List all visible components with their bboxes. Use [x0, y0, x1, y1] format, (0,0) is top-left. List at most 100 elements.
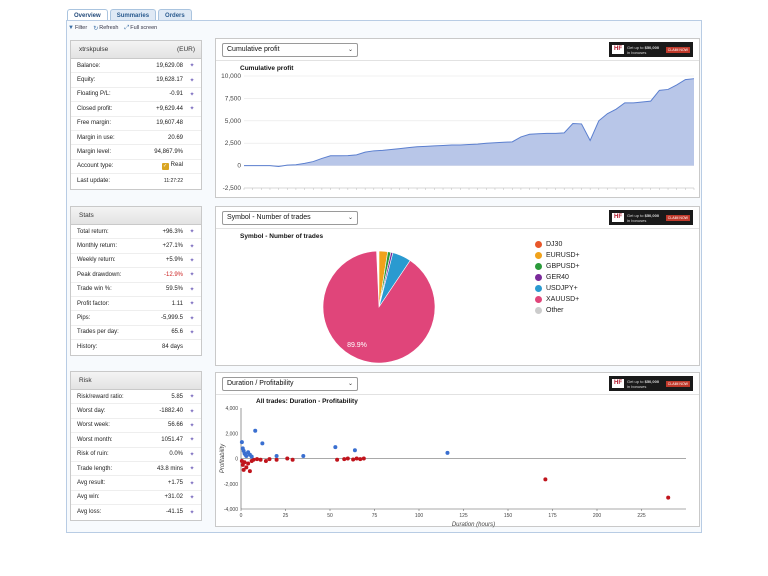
account-currency: (EUR) [176, 46, 195, 53]
y-tick-label: 2,000 [225, 431, 238, 437]
loss-point [543, 477, 548, 482]
loss-point [251, 457, 256, 462]
loss-point [242, 460, 247, 465]
symbol-chart-panel: Symbol - Number of trades ⌄ HF Get up to… [215, 206, 700, 366]
chart-type-select[interactable]: Cumulative profit ⌄ [222, 42, 358, 57]
legend-dot [535, 285, 542, 292]
account-row-margin-use: Margin in use: 20.69 [71, 131, 201, 146]
stats-row: Peak drawdown: -12.9% ✦ [71, 268, 201, 283]
chart-link-icon[interactable]: ✦ [189, 466, 195, 473]
stats-row: Profit factor: 1.11 ✦ [71, 297, 201, 312]
chart-link-icon[interactable]: ✦ [189, 315, 195, 322]
win-point [445, 450, 450, 455]
chart-link-icon[interactable]: ✦ [189, 494, 195, 501]
chart-link-icon[interactable]: ✦ [189, 243, 195, 250]
y-tick-label: 0 [235, 457, 238, 463]
pie-legend: DJ30 EURUSD+ GBPUSD+ GER40 USDJPY+ XAUUSD+ Oth… [535, 240, 580, 315]
win-point [274, 453, 279, 458]
y-tick-label: 10,000 [221, 73, 241, 80]
chart-link-icon[interactable]: ✦ [189, 422, 195, 429]
legend-item[interactable]: EURUSD+ [535, 251, 580, 260]
legend-item[interactable]: Other [535, 306, 580, 315]
account-row-floating: Floating P/L: -0.91 ✦ [71, 88, 201, 103]
toolbar: ▼ Filter ↻ Refresh ⤢ Full screen [68, 22, 157, 34]
stats-header: Stats [71, 207, 201, 225]
tab-orders[interactable]: Orders [158, 9, 192, 21]
stats-panel: Stats Total return: +96.3% ✦ Monthly retur… [70, 206, 202, 356]
chart-link-icon[interactable]: ✦ [189, 301, 195, 308]
risk-row: Worst day: -1882.40 ✦ [71, 404, 201, 419]
legend-item[interactable]: GBPUSD+ [535, 262, 580, 271]
chart-link-icon[interactable]: ✦ [189, 257, 195, 264]
ad-banner[interactable]: HF Get up to $50,000 in bonuses CLAIM NOW [609, 210, 693, 225]
chart-link-icon[interactable]: ✦ [189, 63, 195, 70]
chart-link-icon[interactable]: ✦ [189, 77, 195, 84]
loss-point [335, 457, 340, 462]
y-tick-label: -4,000 [224, 507, 238, 513]
legend-item[interactable]: USDJPY+ [535, 284, 580, 293]
account-row-update: Last update: 11:27:22 [77, 178, 183, 185]
loss-point [342, 457, 347, 462]
y-tick-label: 5,000 [225, 118, 242, 125]
stats-row: Pips: -5,999.5 ✦ [71, 311, 201, 326]
account-row-type: Account type: ✓ Real [71, 160, 201, 175]
loss-point [263, 459, 268, 464]
chart-type-select[interactable]: Symbol - Number of trades ⌄ [222, 210, 358, 225]
risk-row: Risk/reward ratio: 5.85 ✦ [71, 390, 201, 405]
chart-link-icon[interactable]: ✦ [189, 91, 195, 98]
x-tick-label: 0 [240, 513, 243, 519]
chart-link-icon[interactable]: ✦ [189, 329, 195, 336]
chart-link-icon[interactable]: ✦ [189, 451, 195, 458]
x-tick-label: 25 [283, 513, 289, 519]
chart-type-select[interactable]: Duration / Profitability ⌄ [222, 376, 358, 391]
loss-point [354, 456, 359, 461]
chart-title: Cumulative profit [240, 65, 294, 72]
chart-link-icon[interactable]: ✦ [189, 106, 195, 113]
legend-item[interactable]: XAUUSD+ [535, 295, 580, 304]
legend-item[interactable]: GER40 [535, 273, 580, 282]
pie-chart: 89.9% [322, 250, 436, 364]
chart-link-icon[interactable]: ✦ [189, 480, 195, 487]
chart-link-icon[interactable]: ✦ [189, 272, 195, 279]
loss-point [241, 467, 246, 472]
filter-button[interactable]: ▼ Filter [68, 25, 88, 31]
chart-link-icon[interactable]: ✦ [189, 509, 195, 516]
ad-banner[interactable]: HF Get up to $50,000 in bonuses CLAIM NOW [609, 376, 693, 391]
x-tick-label: 100 [415, 513, 424, 519]
account-header: xtrskpulse (EUR) [71, 41, 201, 59]
y-tick-label: 7,500 [225, 95, 242, 102]
loss-point [274, 457, 279, 462]
chart-header: Symbol - Number of trades ⌄ HF Get up to… [216, 207, 699, 229]
legend-item[interactable]: DJ30 [535, 240, 580, 249]
tab-overview[interactable]: Overview [67, 9, 108, 21]
legend-dot [535, 241, 542, 248]
cumulative-chart-panel: Cumulative profit ⌄ HF Get up to $50,000… [215, 38, 700, 198]
stats-row: Trades per day: 65.6 ✦ [71, 326, 201, 341]
refresh-button[interactable]: ↻ Refresh [93, 25, 119, 32]
ad-banner[interactable]: HF Get up to $50,000 in bonuses CLAIM NOW [609, 42, 693, 57]
chart-header: Cumulative profit ⌄ HF Get up to $50,000… [216, 39, 699, 61]
chart-link-icon[interactable]: ✦ [189, 408, 195, 415]
risk-row: Avg result: +1.75 ✦ [71, 476, 201, 491]
chart-link-icon[interactable]: ✦ [189, 286, 195, 293]
win-point [253, 428, 258, 433]
risk-row: Trade length: 43.8 mins ✦ [71, 462, 201, 477]
fullscreen-button[interactable]: ⤢ Full screen [124, 24, 158, 32]
loss-point [247, 469, 252, 474]
chart-link-icon[interactable]: ✦ [189, 437, 195, 444]
loss-point [358, 457, 363, 462]
chart-header: Duration / Profitability ⌄ HF Get up to … [216, 373, 699, 395]
risk-row: Avg win: +31.02 ✦ [71, 491, 201, 506]
chart-link-icon[interactable]: ✦ [189, 394, 195, 401]
area-fill [244, 78, 694, 167]
y-tick-label: -2,500 [223, 185, 242, 192]
legend-label: EURUSD+ [546, 252, 580, 259]
risk-row: Worst month: 1051.47 ✦ [71, 433, 201, 448]
chart-link-icon[interactable]: ✦ [189, 229, 195, 236]
account-name: xtrskpulse [79, 46, 109, 53]
filter-icon: ▼ [68, 25, 74, 31]
tab-summaries[interactable]: Summaries [109, 9, 157, 21]
y-axis-label: Profitability [220, 443, 226, 473]
chevron-down-icon: ⌄ [347, 47, 353, 53]
